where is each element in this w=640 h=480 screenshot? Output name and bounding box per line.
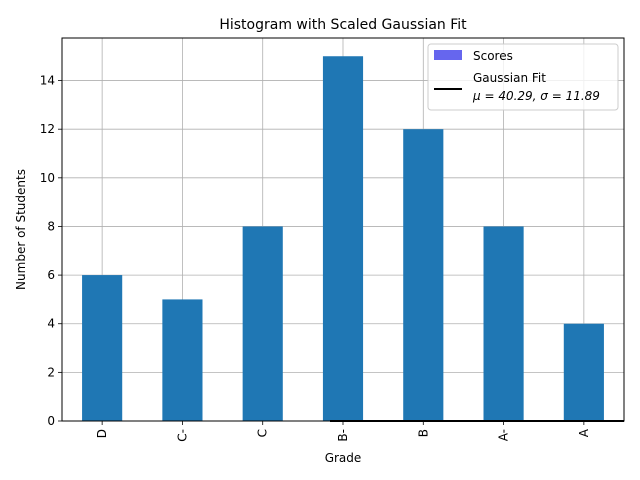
y-tick-label: 4	[47, 317, 55, 331]
x-axis: D C- C B- B A- A	[95, 421, 591, 442]
legend-label-scores: Scores	[473, 49, 513, 63]
bar-b-minus	[322, 56, 364, 421]
legend-box	[427, 43, 619, 111]
bar-d	[82, 275, 123, 421]
y-tick-label: 6	[47, 268, 55, 282]
x-tick-label: B	[416, 429, 430, 437]
y-axis-label: Number of Students	[14, 169, 28, 290]
x-tick-label: D	[95, 429, 109, 438]
legend-label-gaussian-fit: Gaussian Fit	[473, 71, 546, 85]
bars	[82, 56, 604, 421]
y-tick-label: 14	[40, 74, 55, 88]
y-axis: 0 2 4 6 8 10 12 14	[40, 74, 62, 428]
y-tick-label: 2	[47, 365, 55, 379]
y-tick-label: 12	[40, 122, 55, 136]
x-tick-label: B-	[336, 429, 350, 442]
y-tick-label: 10	[40, 171, 55, 185]
y-tick-label: 0	[47, 414, 55, 428]
x-tick-label: C	[256, 429, 270, 437]
x-axis-label: Grade	[325, 451, 362, 465]
bar-c	[242, 226, 283, 421]
legend-label-gaussian-params: μ = 40.29, σ = 11.89	[472, 89, 600, 103]
x-tick-label: C-	[175, 429, 189, 442]
y-tick-label: 8	[47, 219, 55, 233]
bar-a	[563, 323, 604, 421]
bar-a-minus	[483, 226, 524, 421]
chart-title: Histogram with Scaled Gaussian Fit	[219, 17, 467, 33]
bar-c-minus	[162, 299, 203, 421]
legend: Scores Gaussian Fit μ = 40.29, σ = 11.89	[427, 43, 619, 111]
legend-swatch-scores	[434, 50, 462, 60]
x-tick-label: A-	[497, 429, 511, 441]
x-tick-label: A	[577, 428, 591, 437]
bar-b	[403, 129, 444, 421]
